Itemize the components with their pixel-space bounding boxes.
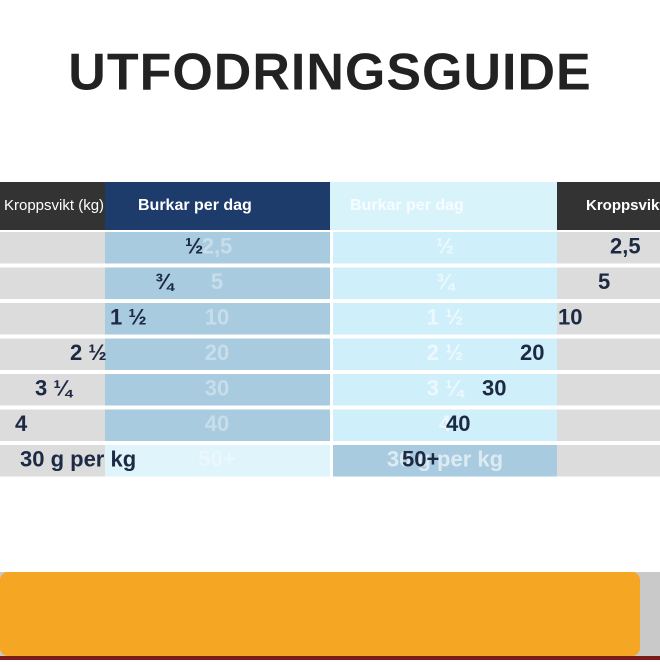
kg-ghost: 10 [205, 305, 229, 330]
portion-ghost: ½ [436, 234, 454, 259]
portion: ¾ [155, 269, 175, 294]
header-label: Burkar per dag [350, 197, 464, 214]
row-cell [105, 232, 330, 264]
kg-ghost: 30 [205, 376, 229, 401]
portion-ghost: 1 ½ [427, 305, 464, 330]
row-cell [0, 445, 105, 477]
row-cell [557, 267, 660, 299]
row-cell [105, 409, 330, 441]
portion: 1 ½ [110, 305, 147, 330]
row-cell [105, 303, 330, 335]
kg-value: 20 [520, 340, 544, 365]
row-cell [333, 267, 557, 299]
portion: 3 ¼ [35, 376, 73, 401]
row-cell [333, 409, 557, 441]
header-cell [330, 182, 557, 230]
kg-value: 30 [482, 376, 506, 401]
kg-ghost: 40 [205, 411, 229, 436]
portion: 2 ½ [70, 340, 107, 365]
kg-value: 50+ [402, 447, 439, 472]
header-cell [557, 182, 660, 230]
row-cell [557, 232, 660, 264]
row-cell [105, 374, 330, 406]
header-label: Kroppsvikt (kg) [4, 197, 104, 214]
row-cell [0, 374, 105, 406]
row-cell [0, 338, 105, 370]
footer-line [0, 656, 660, 660]
row-cell [105, 267, 330, 299]
row-cell [557, 409, 660, 441]
title: UTFODRINGSGUIDE [68, 44, 591, 102]
kg-value: 5 [598, 269, 610, 294]
portion: 30 g per kg [20, 447, 136, 472]
header-cell [105, 182, 330, 230]
row-cell [105, 338, 330, 370]
row-cell [557, 303, 660, 335]
header-label: Kroppsvikt (kg) [586, 197, 660, 214]
portion-ghost: 3 ¼ [427, 376, 465, 401]
kg-value: 40 [446, 411, 470, 436]
header-cell [0, 182, 105, 230]
row-cell [0, 303, 105, 335]
row-cell [557, 338, 660, 370]
row-cell [333, 445, 557, 477]
row-cell [557, 445, 660, 477]
row-cell [0, 267, 105, 299]
portion-ghost: ¾ [436, 269, 456, 294]
portion: ½ [185, 234, 203, 259]
row-cell [105, 445, 330, 477]
portion: 4 [15, 411, 28, 436]
row-cell [333, 338, 557, 370]
row-cell [333, 374, 557, 406]
row-cell [0, 232, 105, 264]
row-cell [0, 409, 105, 441]
kg-value: 10 [558, 305, 582, 330]
row-cell [333, 303, 557, 335]
portion-ghost: 4 [439, 411, 452, 436]
footer-banner [0, 572, 640, 656]
kg-ghost: 50+ [198, 447, 235, 472]
kg-ghost: 5 [211, 269, 223, 294]
portion-ghost: 2 ½ [427, 340, 464, 365]
portion-ghost: 30 g per kg [387, 447, 503, 472]
header-label: Burkar per dag [138, 197, 252, 214]
row-cell [557, 374, 660, 406]
kg-ghost: 20 [205, 340, 229, 365]
kg-ghost: 2,5 [202, 234, 233, 259]
row-cell [333, 232, 557, 264]
table-background [0, 182, 660, 230]
kg-value: 2,5 [610, 234, 641, 259]
